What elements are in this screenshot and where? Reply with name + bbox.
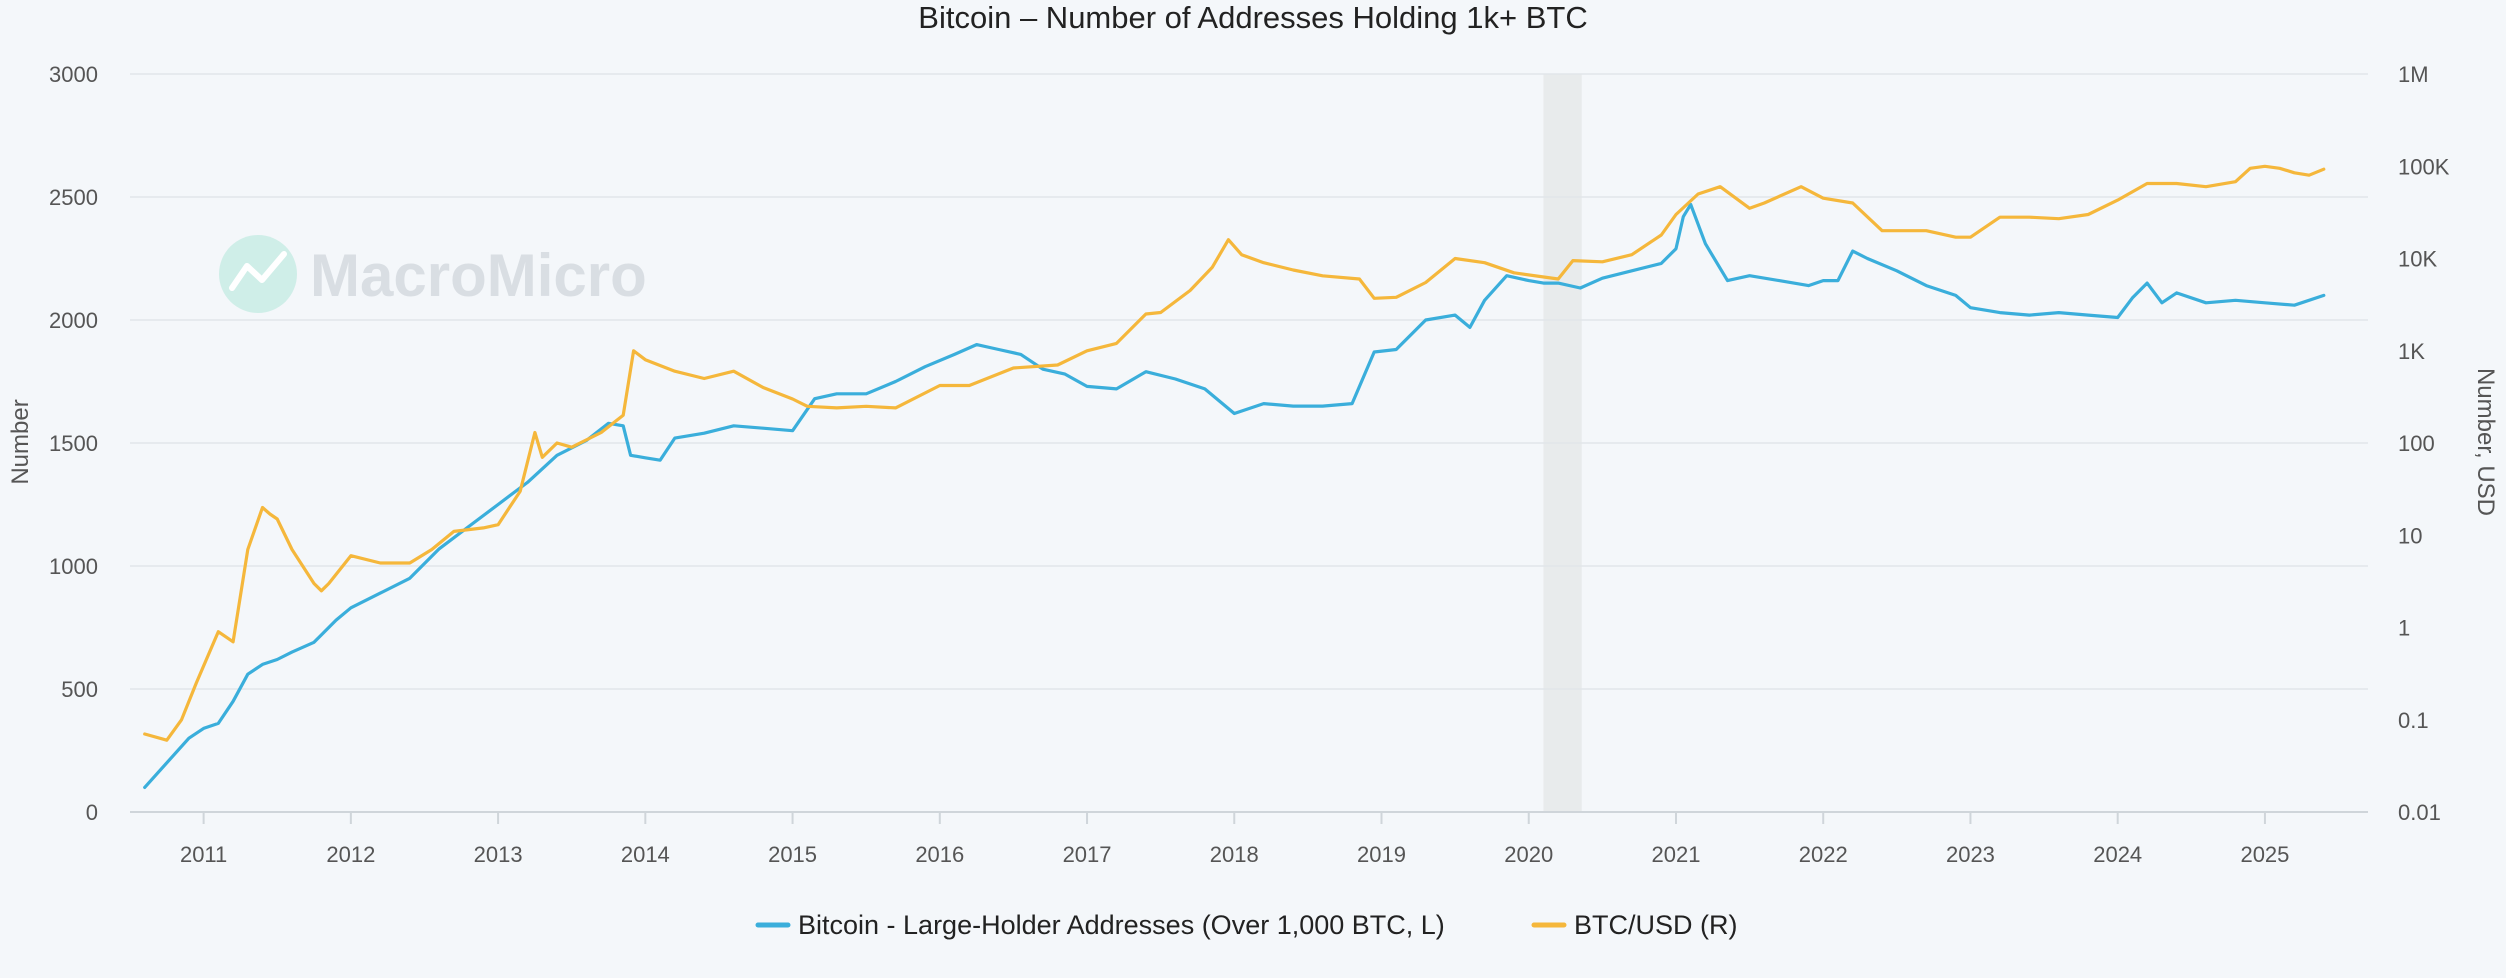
- right-tick-label: 1M: [2398, 62, 2429, 87]
- x-tick-label: 2024: [2093, 842, 2142, 867]
- left-tick-label: 1500: [49, 431, 98, 456]
- x-tick-label: 2025: [2240, 842, 2289, 867]
- series-lines: [143, 164, 2326, 790]
- watermark-chart-icon: [229, 251, 287, 291]
- x-tick-label: 2012: [326, 842, 375, 867]
- left-tick-label: 3000: [49, 62, 98, 87]
- chart-title: Bitcoin – Number of Addresses Holding 1k…: [918, 0, 1587, 35]
- x-tick-label: 2011: [180, 842, 227, 867]
- right-tick-label: 1K: [2398, 339, 2425, 364]
- x-tick-label: 2014: [621, 842, 670, 867]
- left-tick-label: 1000: [49, 554, 98, 579]
- left-tick-label: 500: [61, 677, 98, 702]
- right-tick-label: 0.01: [2398, 800, 2441, 825]
- watermark-text: MacroMicro: [310, 242, 647, 309]
- x-tick-label: 2016: [915, 842, 964, 867]
- btc-usd-line: [143, 164, 2326, 742]
- left-tick-label: 2000: [49, 308, 98, 333]
- x-tick-label: 2015: [768, 842, 817, 867]
- gridlines: [130, 73, 2368, 690]
- right-tick-label: 1: [2398, 616, 2410, 641]
- legend: Bitcoin - Large-Holder Addresses (Over 1…: [755, 910, 1738, 940]
- x-tick-label: 2017: [1063, 842, 1112, 867]
- left-y-axis: 0 500 1000 1500 2000 2500 3000: [49, 62, 98, 825]
- watermark: MacroMicro: [219, 235, 647, 313]
- x-tick-label: 2019: [1357, 842, 1406, 867]
- x-tick-label: 2018: [1210, 842, 1259, 867]
- right-y-axis: 0.01 0.1 1 10 100 1K 10K 100K 1M: [2398, 62, 2450, 825]
- x-tick-label: 2023: [1946, 842, 1995, 867]
- right-tick-label: 10: [2398, 523, 2422, 548]
- right-tick-label: 0.1: [2398, 708, 2429, 733]
- right-tick-label: 100K: [2398, 154, 2450, 179]
- legend-item-label: BTC/USD (R): [1574, 910, 1738, 940]
- right-tick-label: 100: [2398, 431, 2435, 456]
- x-tick-label: 2013: [474, 842, 523, 867]
- legend-item-label: Bitcoin - Large-Holder Addresses (Over 1…: [798, 910, 1445, 940]
- left-axis-title: Number: [7, 399, 34, 484]
- x-axis: 2011 2012 2013 2014 2015 2016 2017 2018 2019 2020…: [180, 812, 2289, 867]
- x-tick-label: 2020: [1504, 842, 1553, 867]
- x-tick-label: 2022: [1799, 842, 1848, 867]
- left-tick-label: 0: [86, 800, 98, 825]
- right-axis-title: Number, USD: [2472, 368, 2499, 516]
- left-tick-label: 2500: [49, 185, 98, 210]
- right-tick-label: 10K: [2398, 247, 2437, 272]
- x-tick-label: 2021: [1652, 842, 1701, 867]
